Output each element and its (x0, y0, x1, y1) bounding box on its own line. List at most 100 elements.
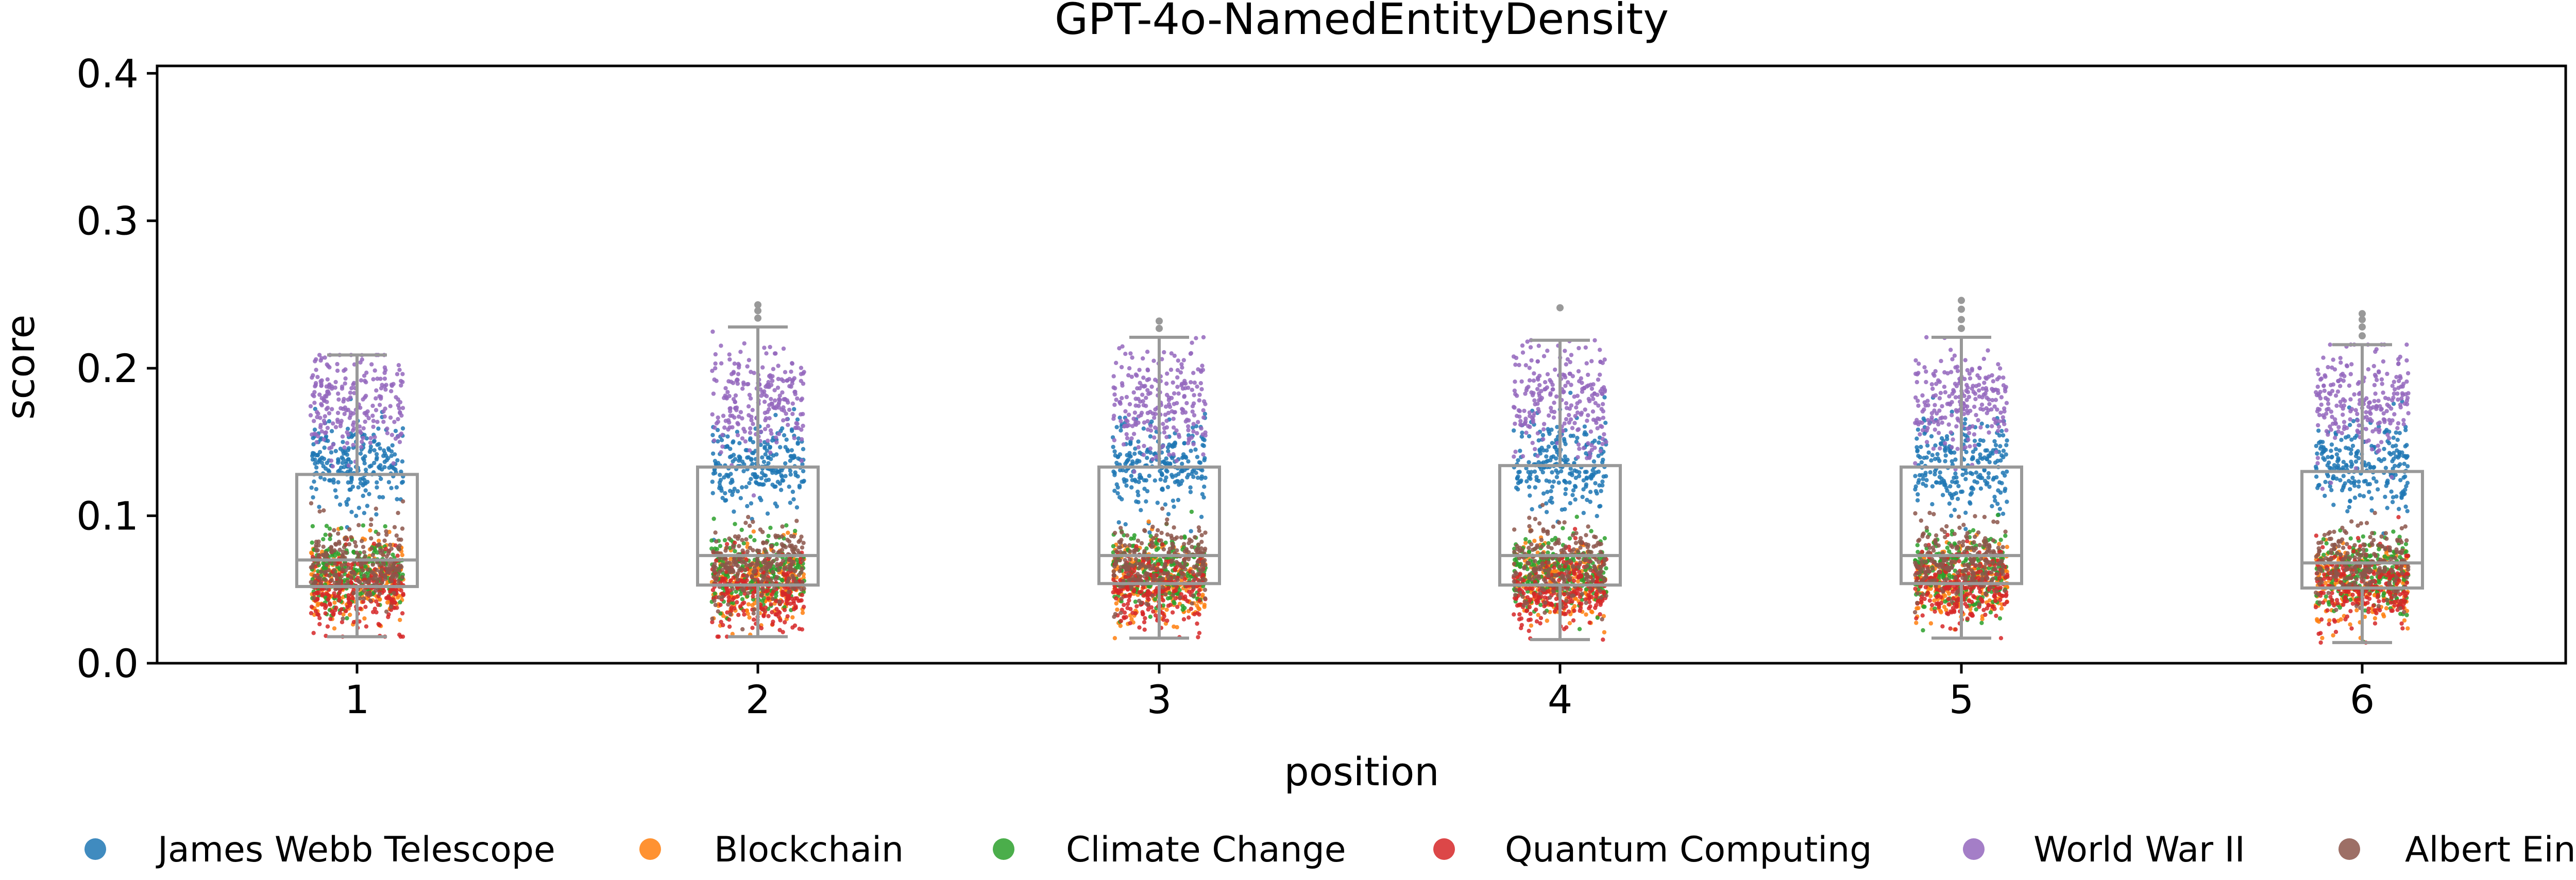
data-point (732, 596, 736, 600)
data-point (329, 549, 334, 555)
data-point (1136, 414, 1141, 419)
data-point (749, 418, 754, 423)
data-point (1200, 437, 1206, 441)
data-point (1199, 369, 1204, 374)
data-point (1189, 529, 1193, 533)
data-point (1192, 468, 1196, 472)
data-point (1549, 427, 1554, 432)
data-point (339, 526, 344, 530)
data-point (1587, 599, 1592, 605)
data-point (1133, 446, 1138, 451)
data-point (382, 414, 387, 419)
data-point (346, 469, 350, 474)
data-point (393, 452, 397, 457)
data-point (1123, 352, 1128, 356)
data-point (365, 567, 370, 572)
data-point (321, 553, 326, 558)
data-point (710, 616, 715, 621)
data-point (786, 400, 790, 405)
data-point (351, 382, 355, 387)
data-point (383, 524, 387, 529)
data-point (735, 381, 740, 386)
data-point (387, 465, 392, 470)
data-point (386, 446, 391, 451)
chart-title: GPT-4o-NamedEntityDensity (1055, 0, 1669, 44)
data-point (762, 346, 767, 350)
data-point (761, 577, 766, 582)
data-point (726, 595, 731, 600)
data-point (375, 480, 379, 485)
data-point (1156, 562, 1161, 567)
data-point (1118, 401, 1123, 406)
data-point (787, 407, 792, 412)
data-point (1172, 504, 1176, 509)
data-point (341, 612, 346, 617)
data-point (751, 440, 756, 444)
data-point (724, 586, 729, 591)
data-point (1114, 425, 1119, 429)
data-point (345, 426, 350, 431)
data-point (348, 601, 353, 606)
data-point (339, 574, 344, 579)
data-point (1195, 560, 1200, 564)
data-point (316, 601, 321, 606)
data-point (1191, 425, 1195, 430)
data-point (1580, 494, 1585, 499)
data-point (1129, 436, 1134, 441)
data-point (397, 440, 402, 444)
data-point (325, 624, 330, 629)
data-point (358, 596, 362, 601)
data-point (393, 428, 398, 434)
data-point (1532, 539, 1537, 543)
data-point (1519, 434, 1524, 439)
data-point (1600, 460, 1605, 465)
data-point (397, 568, 401, 573)
data-point (745, 382, 750, 387)
data-point (1175, 625, 1179, 630)
data-point (776, 609, 781, 614)
data-point (389, 449, 394, 454)
data-point (1165, 532, 1170, 537)
data-point (735, 429, 740, 434)
data-point (355, 578, 360, 583)
data-point (362, 573, 367, 578)
data-point (1584, 587, 1589, 592)
data-point (1202, 588, 1208, 592)
data-point (1133, 421, 1138, 426)
data-point (1558, 469, 1564, 474)
data-point (318, 437, 323, 442)
data-point (1164, 392, 1170, 398)
data-point (318, 475, 323, 480)
data-point (800, 479, 804, 484)
data-point (1532, 469, 1537, 474)
data-point (1160, 486, 1165, 491)
data-point (385, 600, 390, 605)
data-point (1197, 598, 1202, 603)
data-point (375, 485, 379, 490)
data-point (800, 610, 805, 615)
data-point (733, 393, 738, 398)
data-point (1111, 544, 1116, 548)
data-point (723, 576, 727, 581)
data-point (346, 562, 351, 567)
data-point (763, 452, 768, 457)
data-point (789, 448, 794, 453)
data-point (1190, 601, 1194, 606)
data-point (336, 480, 341, 485)
data-point (1201, 415, 1206, 420)
data-point (779, 377, 784, 382)
data-point (1129, 617, 1134, 622)
data-point (719, 486, 724, 491)
data-point (771, 549, 776, 554)
data-point (1199, 476, 1204, 481)
data-point (720, 495, 725, 501)
data-point (1111, 469, 1116, 474)
data-point (1120, 381, 1125, 386)
data-point (363, 555, 367, 559)
data-point (800, 593, 805, 597)
data-point (733, 457, 738, 461)
data-point (362, 461, 367, 465)
data-point (1160, 585, 1165, 590)
data-point (1194, 548, 1199, 553)
data-point (781, 630, 785, 634)
